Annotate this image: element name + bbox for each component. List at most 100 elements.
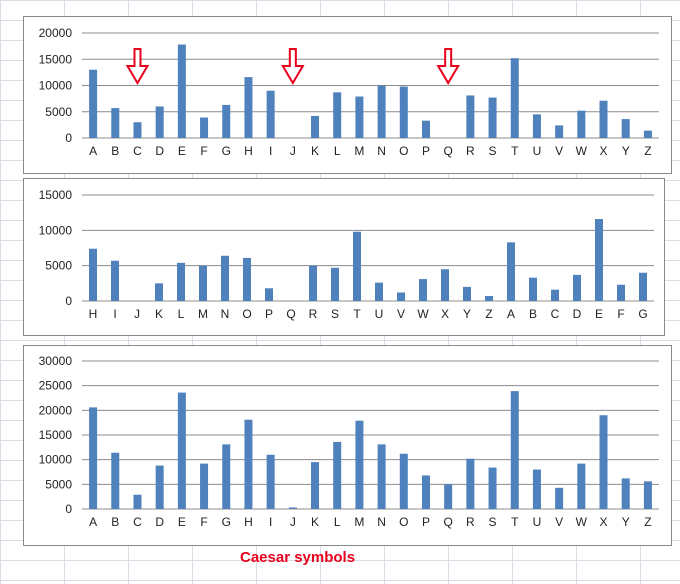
x-category-label: H <box>244 144 253 158</box>
x-category-label: Y <box>622 515 630 529</box>
chart-panel-middle: 0 5000 10000 15000 H I J K L M N O P Q R S T U V W X Y Z A B C D E F… <box>23 178 665 336</box>
y-tick-label: 15000 <box>39 428 73 442</box>
bar-g <box>222 104 231 138</box>
bar-s <box>331 267 339 301</box>
bar-p <box>265 288 273 301</box>
bar-v <box>397 292 405 301</box>
y-tick-label: 0 <box>65 131 72 145</box>
bar-g <box>222 444 231 509</box>
x-category-label: U <box>533 144 542 158</box>
bar-n <box>377 444 386 509</box>
y-tick-label: 5000 <box>45 477 72 491</box>
x-category-label: V <box>555 515 563 529</box>
y-tick-label: 20000 <box>39 403 73 417</box>
x-category-label: T <box>511 515 519 529</box>
x-category-label: G <box>222 144 231 158</box>
x-category-label: L <box>178 307 185 321</box>
x-category-label: V <box>397 307 405 321</box>
bar-m <box>355 420 364 509</box>
bar-n <box>377 85 386 138</box>
bar-h <box>244 419 253 509</box>
x-category-label: W <box>576 144 588 158</box>
x-category-label: D <box>155 144 164 158</box>
bar-u <box>532 114 541 138</box>
x-category-label: M <box>354 144 364 158</box>
x-category-label: X <box>441 307 449 321</box>
bar-b <box>529 277 537 301</box>
chart-panel-bottom: 0 5000 10000 15000 20000 25000 30000 A B C D E F G H I J… <box>23 345 672 546</box>
x-category-label: B <box>111 144 119 158</box>
x-category-label: O <box>399 515 408 529</box>
x-category-label: Q <box>286 307 295 321</box>
bar-i <box>266 454 275 509</box>
x-category-label: Q <box>444 144 453 158</box>
x-category-label: T <box>353 307 361 321</box>
x-category-label: E <box>178 144 186 158</box>
bar-u <box>532 469 541 509</box>
x-category-label: M <box>198 307 208 321</box>
bar-y <box>463 286 471 301</box>
x-category-label: C <box>133 144 142 158</box>
x-category-label: A <box>89 144 97 158</box>
bar-e <box>595 219 603 301</box>
down-arrow-icon <box>125 48 150 85</box>
x-category-label: J <box>290 144 296 158</box>
x-category-label: J <box>134 307 140 321</box>
x-category-label: E <box>595 307 603 321</box>
x-category-label: C <box>133 515 142 529</box>
bar-c <box>133 494 142 509</box>
down-arrow-icon <box>281 48 305 85</box>
bar-v <box>555 125 564 138</box>
x-category-label: M <box>354 515 364 529</box>
x-category-label: Q <box>444 515 453 529</box>
x-category-label: F <box>617 307 624 321</box>
bar-z <box>643 130 652 138</box>
bar-f <box>200 463 209 509</box>
x-category-label: E <box>178 515 186 529</box>
chart-panel-top: 0 5000 10000 15000 20000 A B C D E F G H I J K L M N O P Q R S T… <box>23 16 672 174</box>
bar-o <box>399 86 408 138</box>
x-category-label: Y <box>622 144 630 158</box>
y-tick-label: 20000 <box>39 26 73 40</box>
y-tick-label: 0 <box>65 294 72 308</box>
bar-f <box>200 117 209 138</box>
x-category-label: W <box>417 307 429 321</box>
bar-g <box>639 272 647 301</box>
x-category-label: X <box>600 144 608 158</box>
bar-c <box>133 122 142 138</box>
bar-d <box>155 106 164 138</box>
bar-c <box>551 289 559 301</box>
x-category-label: J <box>290 515 296 529</box>
x-category-label: F <box>200 515 207 529</box>
x-category-label: Z <box>644 144 651 158</box>
x-category-label: P <box>422 144 430 158</box>
y-tick-label: 10000 <box>39 453 73 467</box>
bar-r <box>466 95 475 138</box>
bar-n <box>221 255 229 301</box>
bar-y <box>621 478 630 509</box>
bar-x <box>599 100 608 138</box>
bar-z <box>643 481 652 509</box>
y-tick-label: 0 <box>65 502 72 516</box>
x-category-label: A <box>507 307 515 321</box>
bar-o <box>243 257 251 301</box>
x-category-label: B <box>111 515 119 529</box>
bar-w <box>577 110 586 138</box>
x-category-label: U <box>375 307 384 321</box>
y-tick-label: 15000 <box>39 188 73 202</box>
bar-o <box>399 453 408 509</box>
bar-h <box>244 77 253 138</box>
bar-p <box>421 475 430 509</box>
x-category-label: G <box>638 307 647 321</box>
x-category-label: X <box>600 515 608 529</box>
x-category-label: W <box>576 515 588 529</box>
x-category-label: R <box>466 515 475 529</box>
x-category-label: S <box>489 144 497 158</box>
x-category-label: N <box>377 144 386 158</box>
bar-e <box>177 44 186 138</box>
bar-m <box>199 265 207 301</box>
bar-h <box>89 248 97 301</box>
x-category-label: H <box>244 515 253 529</box>
x-category-label: D <box>573 307 582 321</box>
x-category-label: R <box>466 144 475 158</box>
